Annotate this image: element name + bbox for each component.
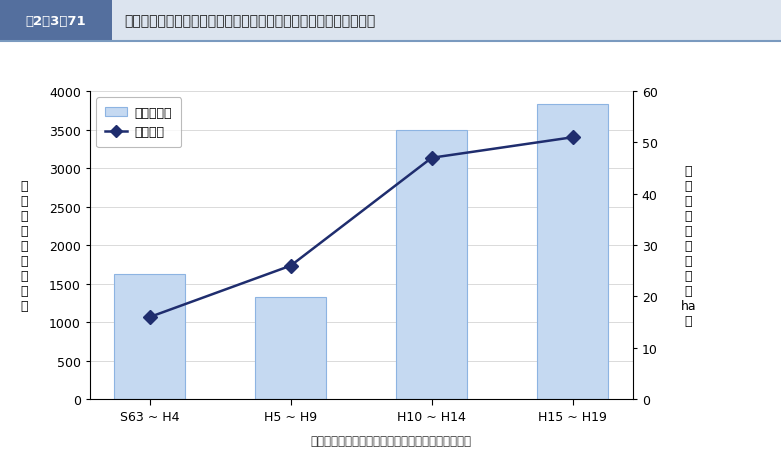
- Text: （国土交通省河川局「水害統計」より内閣府作成）: （国土交通省河川局「水害統計」より内閣府作成）: [310, 435, 471, 448]
- Y-axis label: 水
害
被
害
額
（
億
円
）: 水 害 被 害 額 （ 億 円 ）: [20, 179, 27, 312]
- Bar: [115, 275, 185, 399]
- Bar: [397, 130, 467, 399]
- Y-axis label: 水
害
密
度
（
百
万
円
／
ha
）: 水 害 密 度 （ 百 万 円 ／ ha ）: [680, 164, 696, 327]
- Bar: [537, 105, 608, 399]
- Text: 図2－3－71: 図2－3－71: [26, 15, 87, 28]
- Bar: [112, 0, 781, 42]
- Legend: 水害被害額, 水害密度: 水害被害額, 水害密度: [96, 98, 181, 148]
- Text: 一般資産水害被害及び水害密度の推移（年平均・平成１２年価格）: 一般資産水害被害及び水害密度の推移（年平均・平成１２年価格）: [124, 14, 375, 28]
- Bar: [0, 0, 112, 42]
- Bar: [255, 298, 326, 399]
